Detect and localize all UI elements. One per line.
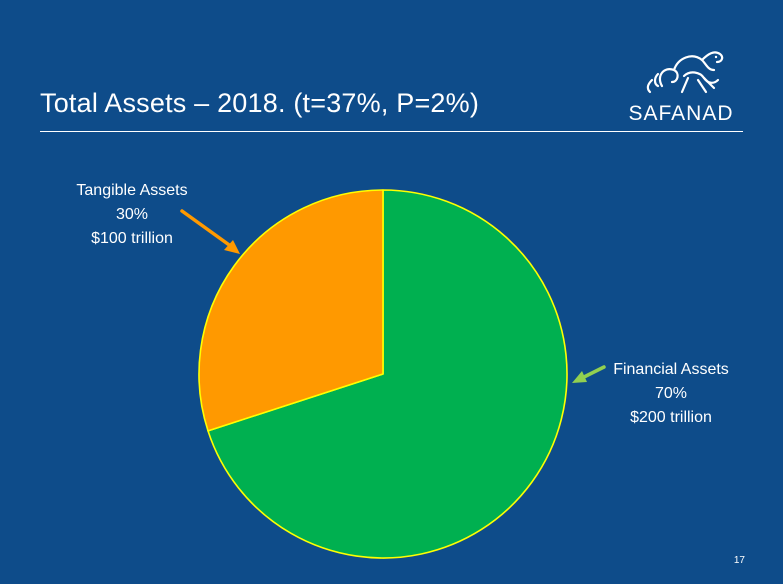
tangible-arrow-icon xyxy=(224,240,240,254)
page-number: 17 xyxy=(733,555,745,566)
horse-logo-icon xyxy=(646,51,724,94)
financial-assets-data-label-value: $200 trillion xyxy=(630,409,712,426)
logo-text: SAFANAD xyxy=(628,102,734,125)
pie-slice-financial-assets xyxy=(207,189,568,559)
tangible-assets-data-label-percent: 30% xyxy=(116,206,148,223)
financial-assets-data-label-label: Financial Assets xyxy=(613,361,729,378)
tangible-assets-data-label-value: $100 trillion xyxy=(91,230,173,247)
financial-leader-line xyxy=(580,365,606,380)
slide-title: Total Assets – 2018. (t=37%, P=2%) xyxy=(40,88,480,118)
tangible-leader-line xyxy=(180,209,234,249)
financial-assets-data-label-percent: 70% xyxy=(655,385,687,402)
company-logo: SAFANAD xyxy=(618,40,744,126)
title-divider xyxy=(40,131,743,132)
pie-slice-tangible-assets xyxy=(198,189,384,432)
financial-arrow-icon xyxy=(572,371,587,383)
tangible-assets-data-label-label: Tangible Assets xyxy=(76,182,187,199)
